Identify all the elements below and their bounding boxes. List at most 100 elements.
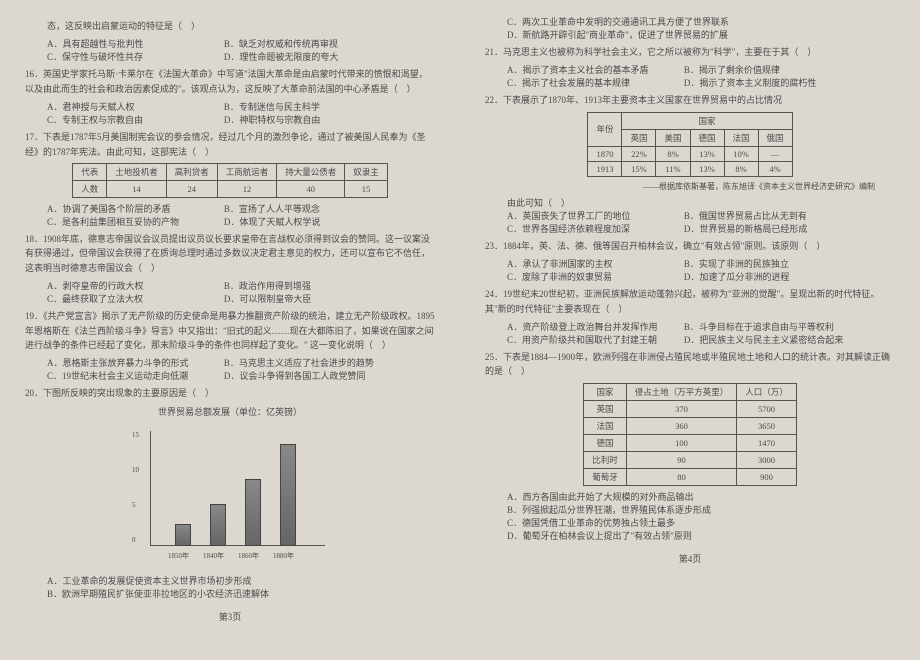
cell: — [758,146,792,161]
table-17: 代表土地投机者高利贷者工商航运者持大量公债者奴隶主 人数1424124015 [72,163,388,198]
q17-opts: A．协调了美国各个阶层的矛盾 B．宣扬了人人平等观念 C．是各利益集团相互妥协的… [25,202,435,228]
table-25: 国家侵占土地（万平方英里）人口（万） 英国3705700 法国3603650 德… [583,383,797,486]
opt: D．新航路开辟引起"商业革命"，促进了世界贸易的扩展 [485,28,895,41]
cell: 1470 [737,434,797,451]
opt: A．资产阶级登上政治舞台并发挥作用 [507,320,682,333]
opt: D．神职特权与宗教自由 [224,113,399,126]
x-label: 1880年 [273,551,294,561]
y-label: 15 [132,431,139,439]
q18-opts: A．剥夺皇帝的行政大权 B．政治作用得到增强 C．最终获取了立法大权 D．可以限… [25,279,435,305]
cell: 13% [690,161,724,176]
cell: 土地投机者 [107,163,167,180]
cell: 24 [166,180,217,197]
cell: 比利时 [584,451,627,468]
opt: C．是各利益集团相互妥协的产物 [47,215,222,228]
cell: 国家 [584,383,627,400]
cell: 葡萄牙 [584,468,627,485]
cell: 持大量公债者 [277,163,345,180]
q19-opts: A．恩格斯主张放弃暴力斗争的形式 B．马克思主义适应了社会进步的趋势 C．19世… [25,356,435,382]
page-left: 态，这反映出启蒙运动的特征是（ ） A．具有超越性与批判性 B．缺乏对权威和传统… [0,0,460,660]
q25: 25．下表是1884—1900年，欧洲列强在非洲侵占殖民地或半殖民地土地和人口的… [485,350,895,379]
cell: 侵占土地（万平方英里） [626,383,737,400]
cell: 15 [345,180,388,197]
cell: 100 [626,434,737,451]
q23-opts: A．承认了非洲国家的主权 B．实现了非洲的民族独立 C．废除了非洲的奴隶贸易 D… [485,257,895,283]
q21: 21．马克思主义也被称为科学社会主义，它之所以被称为"科学"，主要在于其（ ） [485,45,895,59]
cell: 法国 [724,129,758,146]
opt: C．19世纪末社会主义运动走向低潮 [47,369,222,382]
cell: 22% [622,146,656,161]
y-axis [150,431,151,546]
cell: 英国 [622,129,656,146]
q20: 20．下图所反映的突出现象的主要原因是（ ） [25,386,435,400]
q16: 16．英国史学家托马斯·卡莱尔在《法国大革命》中写道"法国大革命是由启蒙时代带来… [25,67,435,96]
cell: 10% [724,146,758,161]
q22-opts: A．英国丧失了世界工厂的地位 B．俄国世界贸易占比从无到有 C．世界各国经济依赖… [485,209,895,235]
opt: A．英国丧失了世界工厂的地位 [507,209,682,222]
cell: 12 [217,180,277,197]
q21-opts: A．揭示了资本主义社会的基本矛盾 B．揭示了剩余价值规律 C．揭示了社会发展的基… [485,63,895,89]
cell: 德国 [584,434,627,451]
page-right: C．两次工业革命中发明的交通通讯工具方便了世界联系 D．新航路开辟引起"商业革命… [460,0,920,660]
y-label: 10 [132,466,139,474]
q15-tail: 态，这反映出启蒙运动的特征是（ ） [25,19,435,33]
cell: 人数 [73,180,107,197]
opt: C．用资产阶级共和国取代了封建王朝 [507,333,682,346]
cell: 5700 [737,400,797,417]
page-footer: 第3页 [25,610,435,623]
cell: 国家 [622,112,792,129]
cell: 360 [626,417,737,434]
opt: A．剥夺皇帝的行政大权 [47,279,222,292]
cell: 3000 [737,451,797,468]
opt: B．实现了非洲的民族独立 [684,257,859,270]
cell: 3650 [737,417,797,434]
opt: B．俄国世界贸易占比从无到有 [684,209,859,222]
opt: D．把民族主义与民主主义紧密结合起来 [684,333,859,346]
opt: D．加速了瓜分非洲的进程 [684,270,859,283]
cell: 40 [277,180,345,197]
bar [175,524,191,546]
cell: 年份 [588,112,622,146]
opt: C．揭示了社会发展的基本规律 [507,76,682,89]
q17: 17．下表是1787年5月美国制宪会议的参会情况，经过几个月的激烈争论，通过了被… [25,130,435,159]
q22: 22．下表展示了1870年、1913年主要资本主义国家在世界贸易中的占比情况 [485,93,895,107]
opt: C．专制王权与宗教自由 [47,113,222,126]
opt: A．具有超越性与批判性 [47,37,222,50]
opt: A．承认了非洲国家的主权 [507,257,682,270]
x-label: 1860年 [238,551,259,561]
opt: A．西方各国由此开始了大规模的对外商品输出 [485,490,895,503]
opt: B．专制迷信与民主科学 [224,100,399,113]
x-label: 1850年 [168,551,189,561]
opt: B．宣扬了人人平等观念 [224,202,399,215]
cell: 人口（万） [737,383,797,400]
opt: D．葡萄牙在柏林会议上提出了"有效占领"原则 [485,529,895,542]
opt: D．体现了天赋人权学说 [224,215,399,228]
opt: D．议会斗争得到各国工人政党赞同 [224,369,399,382]
cell: 8% [656,146,690,161]
cell: 1913 [588,161,622,176]
cell: 11% [656,161,690,176]
opt: A．君神授与天赋人权 [47,100,222,113]
chart-title: 世界贸易总额发展（单位：亿英镑） [25,405,435,418]
cell: 英国 [584,400,627,417]
cell: 4% [758,161,792,176]
opt: A．恩格斯主张放弃暴力斗争的形式 [47,356,222,369]
opt: D．揭示了资本主义制度的腐朽性 [684,76,859,89]
cell: 俄国 [758,129,792,146]
opt: B．斗争目标在于追求自由与平等权利 [684,320,859,333]
opt: C．德国凭借工业革命的优势独占领土最多 [485,516,895,529]
opt: D．理性命题被无限度的夸大 [224,50,399,63]
q24: 24．19世纪末20世纪初，亚洲民族解放运动蓬勃兴起，被称为"亚洲的觉醒"。呈现… [485,287,895,316]
opt: A．协调了美国各个阶层的矛盾 [47,202,222,215]
cell: 高利贷者 [166,163,217,180]
opt: B．马克思主义适应了社会进步的趋势 [224,356,399,369]
cell: 90 [626,451,737,468]
q23: 23．1884年，英、法、德、俄等国召开柏林会议，确立"有效占领"原则。该原则（… [485,239,895,253]
bar [280,444,296,546]
opt: B．政治作用得到增强 [224,279,399,292]
cell: 8% [724,161,758,176]
cell: 德国 [690,129,724,146]
opt: C．保守性与破坏性共存 [47,50,222,63]
cell: 代表 [73,163,107,180]
opt: C．两次工业革命中发明的交通通讯工具方便了世界联系 [485,15,895,28]
